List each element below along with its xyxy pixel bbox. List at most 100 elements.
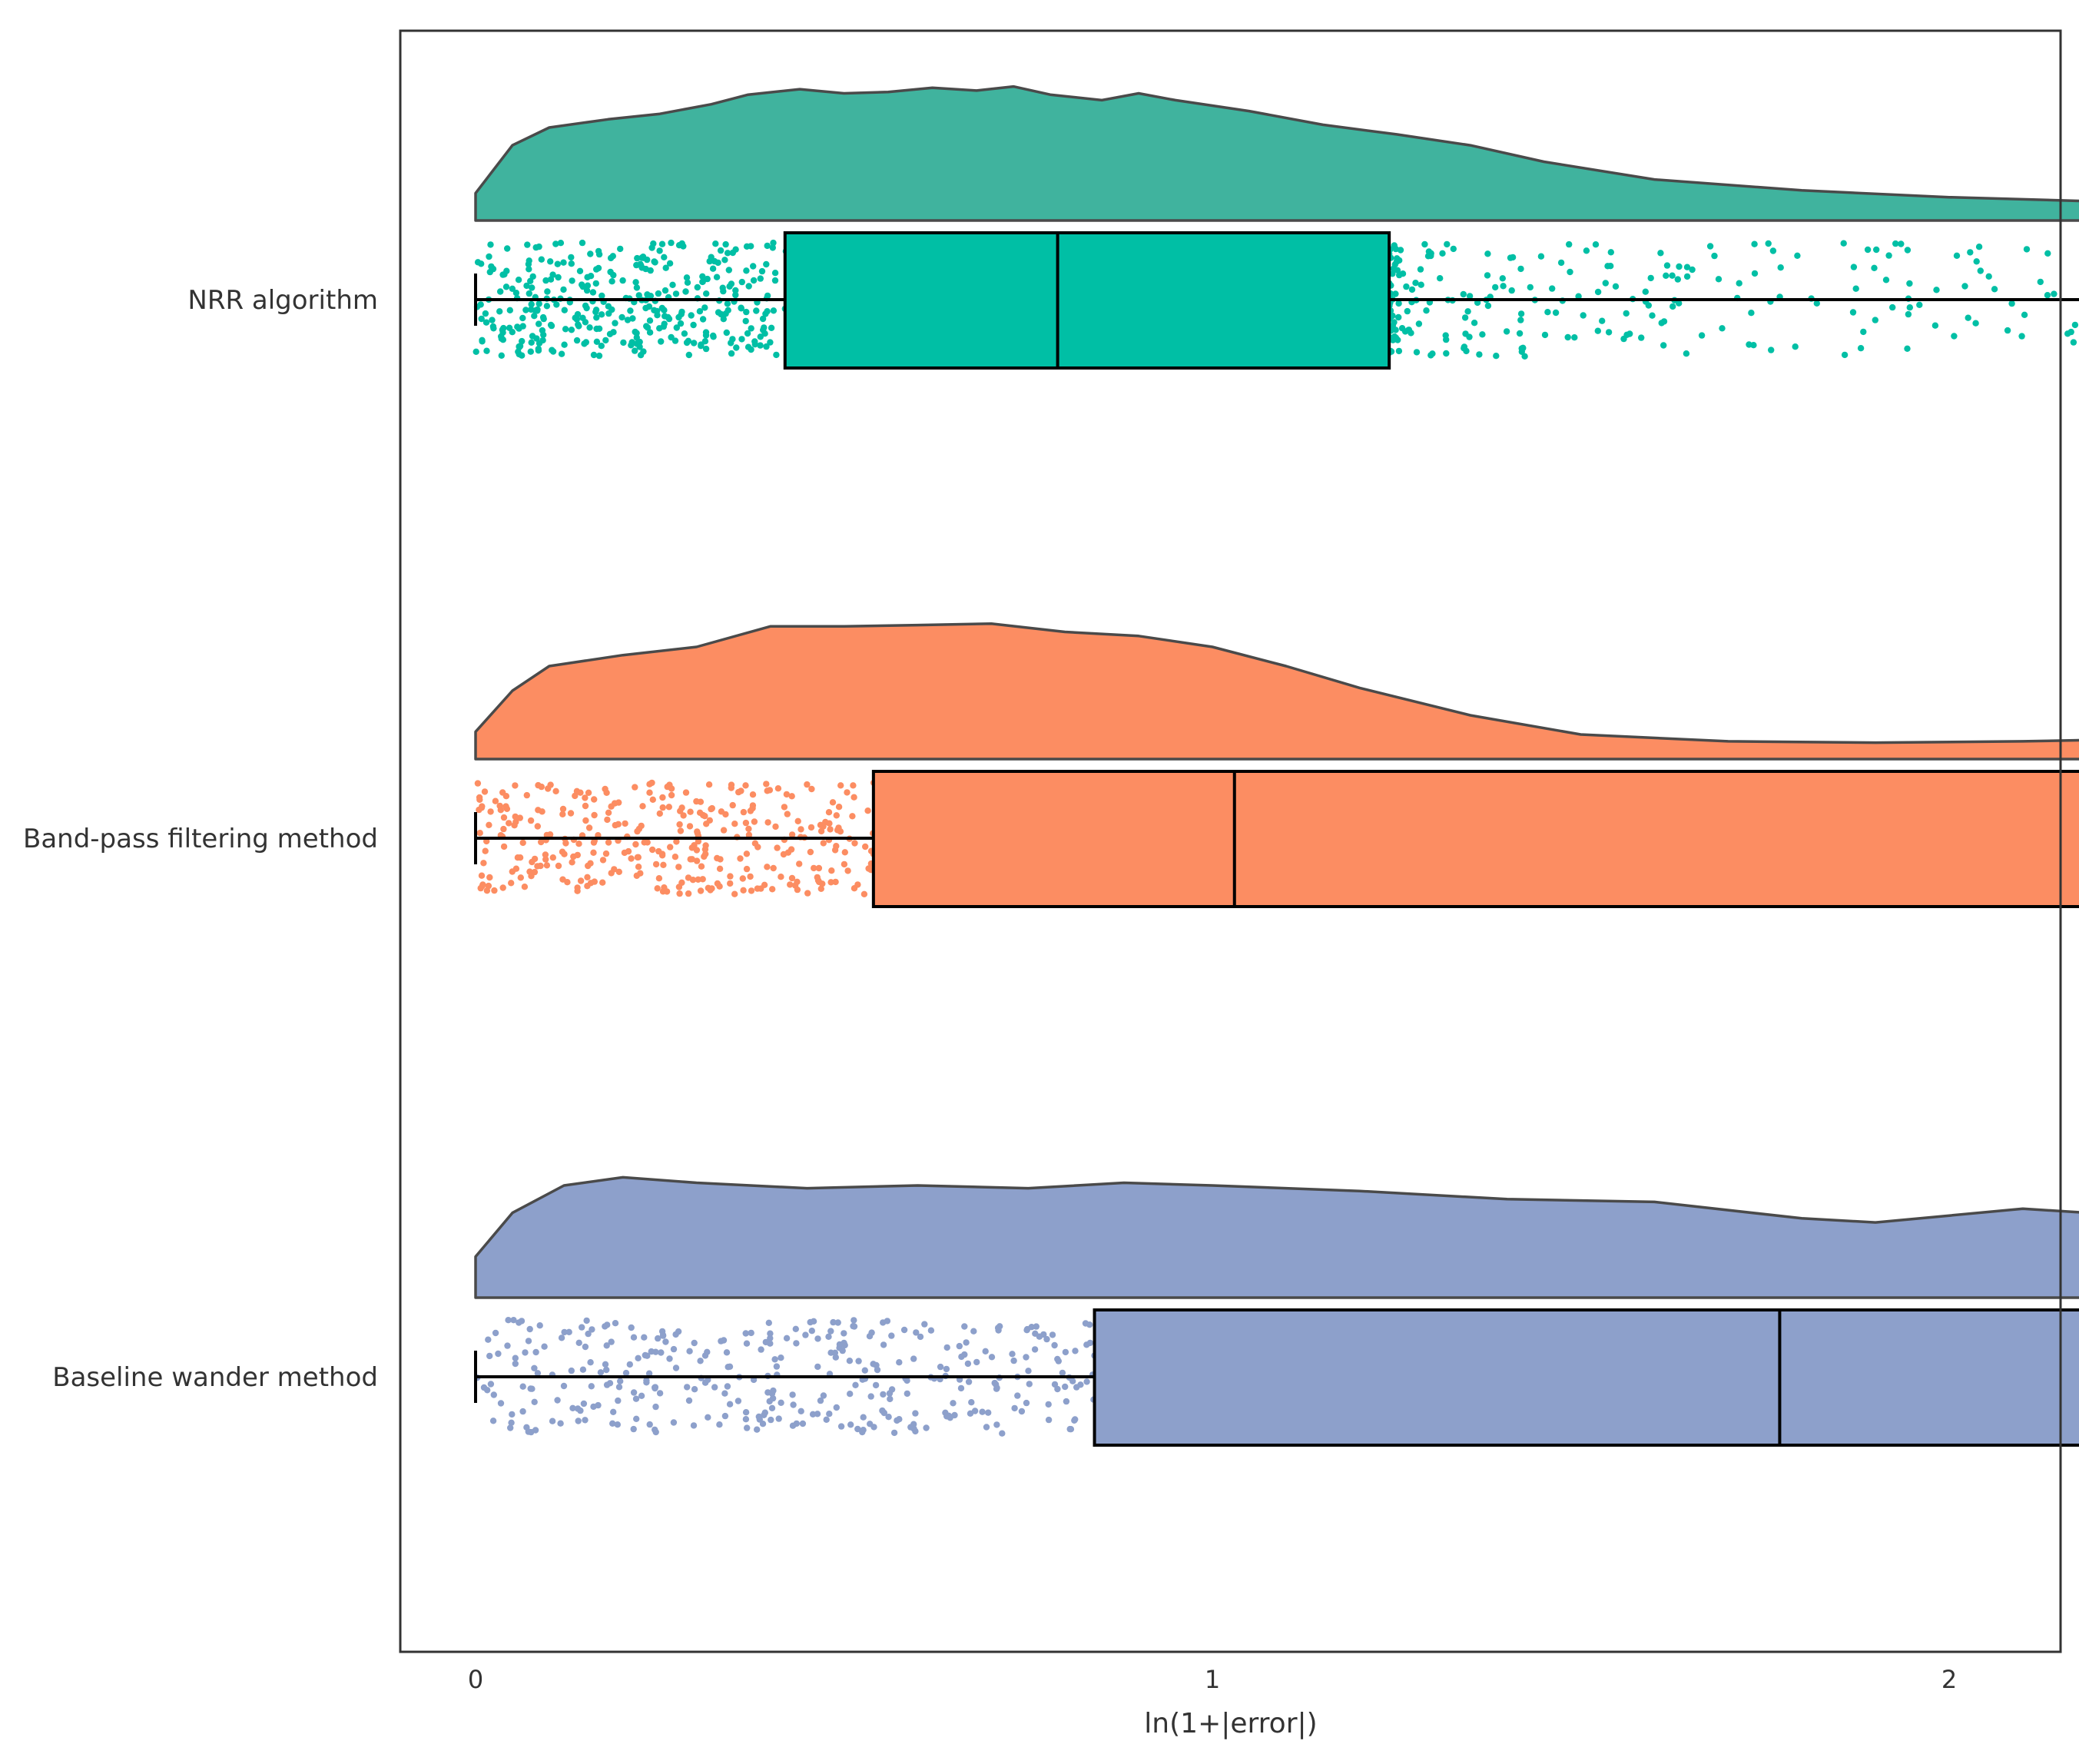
data-point (699, 278, 706, 286)
data-point (720, 287, 727, 295)
data-point (590, 849, 597, 857)
data-point (1086, 1339, 1094, 1347)
data-point (1059, 1369, 1066, 1377)
data-point (1906, 280, 1913, 287)
data-point (728, 781, 735, 788)
data-point (648, 244, 655, 251)
data-point (612, 1320, 619, 1327)
data-point (656, 247, 663, 254)
data-point (1442, 332, 1449, 339)
data-point (1460, 290, 1467, 298)
data-point (1985, 273, 1992, 280)
data-point (587, 250, 594, 257)
data-point (778, 874, 784, 880)
data-point (1873, 246, 1880, 254)
data-point (774, 784, 782, 792)
data-point (491, 887, 498, 894)
data-point (560, 286, 567, 293)
data-point (862, 843, 869, 850)
data-point (573, 337, 581, 344)
data-point (982, 1348, 989, 1355)
data-point (1018, 1408, 1026, 1415)
data-point (671, 337, 679, 344)
data-point (531, 868, 539, 876)
x-tick-label: 1 (1205, 1665, 1220, 1694)
data-point (734, 1398, 742, 1404)
data-point (758, 1346, 764, 1353)
data-point (788, 793, 795, 800)
data-point (517, 874, 524, 881)
data-point (1527, 284, 1534, 291)
data-point (645, 1370, 653, 1377)
data-point (761, 324, 768, 331)
data-point (973, 1358, 980, 1366)
data-point (1594, 288, 1602, 296)
data-point (714, 854, 721, 862)
data-point (607, 254, 615, 262)
data-point (2018, 333, 2025, 340)
data-point (486, 268, 493, 276)
data-point (701, 1352, 709, 1359)
data-point (523, 1424, 530, 1431)
data-point (742, 782, 749, 789)
data-point (1750, 342, 1757, 349)
data-point (531, 1364, 538, 1372)
data-point (630, 1334, 638, 1341)
data-point (768, 1404, 776, 1412)
data-point (757, 275, 764, 282)
data-point (486, 253, 492, 260)
data-point (593, 314, 600, 321)
data-point (841, 1330, 847, 1337)
data-point (815, 864, 823, 872)
data-point (643, 323, 650, 330)
data-point (575, 323, 582, 330)
data-point (535, 345, 542, 353)
data-point (721, 1390, 728, 1397)
data-point (693, 857, 701, 864)
data-point (1683, 264, 1691, 270)
data-point (504, 1342, 511, 1349)
data-point (698, 341, 705, 348)
data-point (705, 781, 713, 788)
data-point (656, 325, 663, 332)
data-point (742, 1330, 749, 1337)
data-point (1904, 345, 1911, 352)
data-point (1517, 310, 1525, 317)
data-point (765, 1319, 772, 1327)
data-point (608, 278, 615, 285)
data-point (1905, 310, 1912, 318)
data-point (1415, 320, 1423, 327)
data-point (509, 1411, 516, 1418)
data-point (943, 1365, 950, 1373)
data-point (582, 339, 589, 346)
data-point (728, 340, 734, 346)
data-point (592, 308, 599, 316)
data-point (543, 862, 551, 869)
data-point (529, 1385, 536, 1392)
data-point (1663, 262, 1671, 269)
data-point (770, 307, 778, 314)
data-point (750, 263, 757, 270)
data-point (615, 1397, 622, 1404)
data-point (626, 1361, 633, 1368)
data-point (1028, 1324, 1035, 1331)
data-point (742, 819, 750, 827)
data-point (834, 827, 841, 834)
data-point (682, 288, 689, 295)
data-point (515, 277, 522, 284)
data-point (701, 1379, 709, 1386)
data-point (757, 342, 764, 349)
data-point (912, 1410, 919, 1417)
data-point (780, 850, 788, 858)
data-point (1507, 254, 1514, 261)
data-point (748, 1329, 754, 1337)
data-point (608, 870, 615, 877)
data-point (678, 240, 685, 247)
data-point (872, 1381, 880, 1389)
data-point (2021, 311, 2028, 318)
data-point (900, 1326, 908, 1334)
data-point (1575, 293, 1582, 300)
data-point (549, 854, 556, 861)
data-point (1033, 1323, 1040, 1330)
data-point (523, 282, 530, 290)
